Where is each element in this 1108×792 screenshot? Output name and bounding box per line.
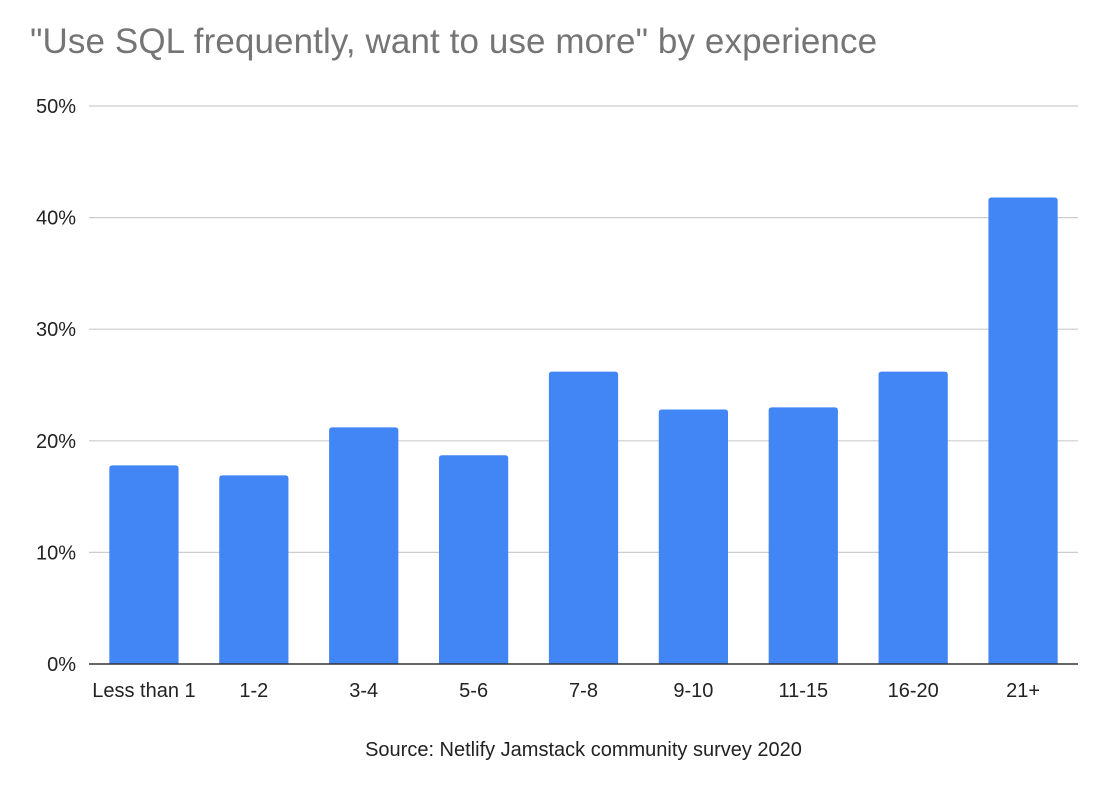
y-tick-label: 50% bbox=[36, 96, 76, 118]
x-tick-label: 5-6 bbox=[459, 680, 488, 702]
bar bbox=[548, 371, 619, 664]
bar bbox=[988, 197, 1058, 664]
bar bbox=[438, 455, 509, 664]
x-axis-tick-labels: Less than 1 1-2 3-4 5-6 7-8 9-10 11-15 16-20 21+ bbox=[92, 680, 1040, 702]
y-tick-label: 0% bbox=[47, 654, 76, 676]
x-tick-label: 16-20 bbox=[888, 680, 939, 702]
x-tick-label: 11-15 bbox=[778, 680, 828, 702]
x-tick-label: Less than 1 bbox=[92, 680, 195, 702]
bar bbox=[658, 409, 729, 664]
x-axis-source-label: Source: Netlify Jamstack community surve… bbox=[365, 739, 802, 761]
y-tick-label: 10% bbox=[36, 542, 76, 564]
y-tick-label: 20% bbox=[36, 431, 76, 453]
y-tick-label: 40% bbox=[36, 208, 76, 230]
bar bbox=[109, 465, 179, 664]
chart-title: "Use SQL frequently, want to use more" b… bbox=[30, 22, 878, 61]
bar bbox=[219, 475, 289, 664]
x-tick-label: 7-8 bbox=[569, 680, 598, 702]
bar bbox=[878, 371, 948, 664]
y-tick-label: 30% bbox=[36, 319, 76, 341]
y-axis-tick-labels: 0% 10% 20% 30% 40% 50% bbox=[36, 96, 76, 676]
bar bbox=[768, 407, 838, 664]
bar bbox=[329, 427, 399, 664]
x-tick-label: 3-4 bbox=[349, 680, 378, 702]
bars bbox=[109, 197, 1058, 664]
x-tick-label: 9-10 bbox=[673, 680, 713, 702]
x-tick-label: 1-2 bbox=[239, 680, 268, 702]
x-tick-label: 21+ bbox=[1006, 680, 1040, 702]
